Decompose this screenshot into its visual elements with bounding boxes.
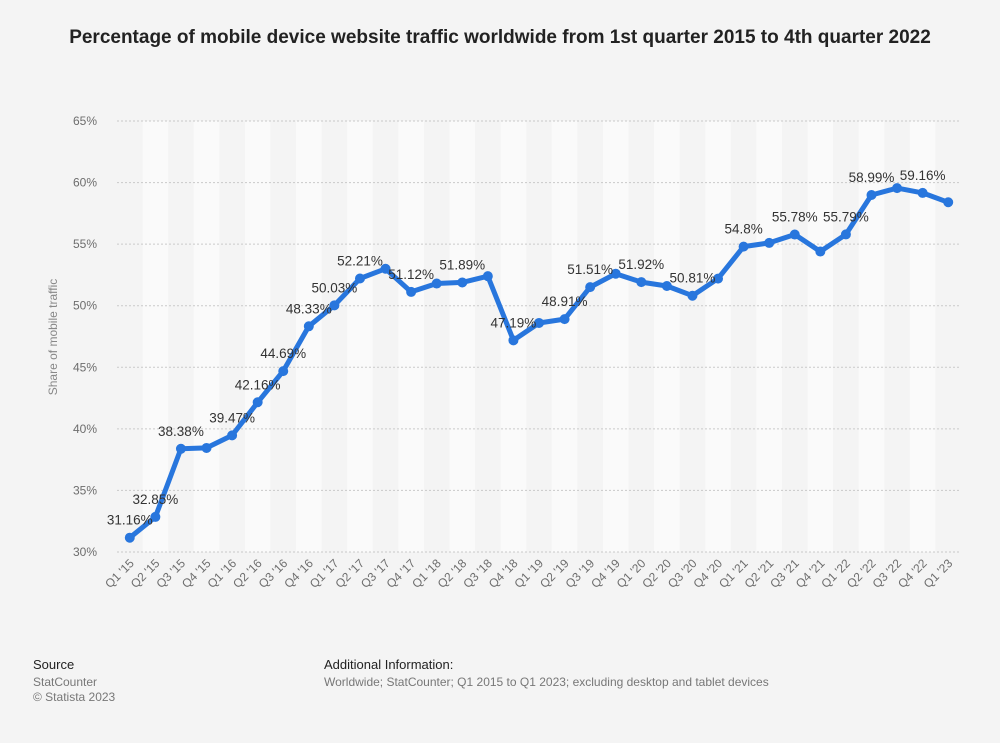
data-point [687,290,698,301]
y-tick-label: 60% [73,176,97,190]
data-point [431,278,442,289]
data-point [764,237,775,248]
data-point [457,277,468,288]
data-label: 48.33% [286,301,332,316]
data-label: 55.78% [772,210,818,225]
column-band [551,121,578,552]
column-band [909,121,936,552]
data-point [866,190,877,201]
y-tick-label: 45% [73,360,97,374]
column-band [244,121,271,552]
y-tick-label: 65% [73,114,97,128]
data-labels: 31.16% 32.85% 38.38% 39.47% 42.16% 44.69% 48.3… [107,168,946,528]
data-point [124,532,135,543]
data-point [738,241,749,252]
data-label: 58.99% [849,170,895,185]
column-band [347,121,373,552]
data-point [534,317,544,328]
data-point [380,263,391,274]
column-bands [142,121,936,552]
additional-info-block: Additional Information: Worldwide; StatC… [324,657,769,690]
y-axis-ticks: 30% 35% 40% 45% 50% 55% 60% 65% [73,114,97,559]
data-point [482,271,493,282]
info-heading: Additional Information: [324,657,454,672]
column-band [654,121,680,552]
data-label: 51.12% [388,267,434,282]
data-label: 51.92% [618,257,664,272]
data-label: 54.8% [724,222,762,237]
data-label: 51.51% [567,262,613,277]
source-block: Source StatCounter © Statista 2023 [33,657,115,705]
column-band [705,121,731,552]
y-axis-label: Share of mobile traffic [46,279,60,396]
column-band [807,121,834,552]
data-point [354,273,365,284]
data-point [610,268,621,279]
data-label: 47.19% [491,315,537,330]
data-label: 42.16% [235,377,281,392]
data-label: 31.16% [107,513,153,528]
column-band [398,121,424,552]
data-point [661,281,672,292]
data-point [508,335,519,346]
data-label: 50.03% [311,280,357,295]
column-band [296,121,322,552]
y-tick-label: 35% [73,483,97,497]
data-label: 52.21% [337,253,383,268]
source-name: StatCounter [33,675,98,689]
data-point [789,229,800,240]
data-label: 32.85% [132,492,178,507]
y-tick-label: 50% [73,299,97,313]
data-point [175,443,186,454]
data-point [585,282,596,293]
data-label: 39.47% [209,410,255,425]
column-band [756,121,782,552]
column-band [142,121,169,552]
data-point [636,277,647,288]
column-band [449,121,476,552]
y-tick-label: 30% [73,545,97,559]
data-point [559,314,570,325]
data-point [227,430,238,441]
column-band [858,121,885,552]
data-point [917,187,928,198]
info-text: Worldwide; StatCounter; Q1 2015 to Q1 20… [324,675,769,689]
column-band [193,121,220,552]
data-point [840,229,851,240]
data-point [329,300,340,311]
data-point [201,442,212,453]
data-label: 50.81% [670,271,716,286]
data-point [943,197,954,208]
data-point [406,286,417,297]
data-label: 44.69% [260,346,306,361]
data-point [150,511,161,522]
copyright: © Statista 2023 [33,690,116,704]
data-point [713,273,724,284]
data-label: 51.89% [439,257,485,272]
data-point [892,183,903,194]
data-point [303,321,314,332]
x-tick-label: Q1 '23 [921,556,956,591]
gridlines [117,120,961,553]
data-label: 48.91% [542,294,588,309]
data-point [815,246,826,257]
data-label: 59.16% [900,168,946,183]
source-heading: Source [33,657,75,672]
data-label: 38.38% [158,424,204,439]
data-points [124,183,954,543]
column-band [602,121,629,552]
data-point [278,366,289,377]
y-tick-label: 55% [73,237,97,251]
chart-title: Percentage of mobile device website traf… [69,27,931,48]
y-tick-label: 40% [73,422,97,436]
data-point [252,397,263,408]
line-chart: 30% 35% 40% 45% 50% 55% 60% 65% Share of mobile… [46,114,961,591]
data-label: 55.79% [823,209,869,224]
